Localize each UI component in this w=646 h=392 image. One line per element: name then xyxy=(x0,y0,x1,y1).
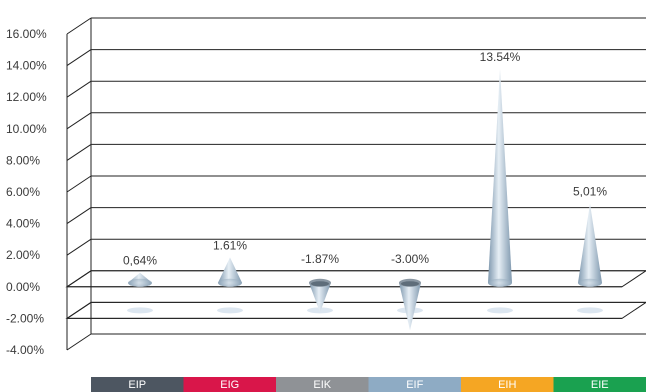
category-swatch xyxy=(461,377,554,392)
category-label: EIH xyxy=(498,379,516,391)
grid-depth-line xyxy=(66,143,92,161)
grid-depth-line xyxy=(66,333,92,351)
cone-base-inner xyxy=(401,281,419,287)
data-label: 0,64% xyxy=(123,254,157,268)
category-label: EIP xyxy=(128,379,146,391)
category-label: EIF xyxy=(406,379,423,391)
category-label: EIK xyxy=(313,379,331,391)
grid-depth-line xyxy=(66,207,92,225)
category-swatch xyxy=(91,377,184,392)
grid-depth-line xyxy=(66,80,92,98)
y-tick-label: 10.00% xyxy=(6,122,47,136)
y-tick-label: -2.00% xyxy=(6,311,44,325)
cone-base xyxy=(578,278,602,287)
cone-mark xyxy=(399,282,421,331)
cone-shadow xyxy=(487,307,513,314)
cone-shadow xyxy=(217,307,243,314)
cone-marks: 0,64% 1.61% -1.87% -3.00% 13.54% 5,01% xyxy=(123,50,607,331)
category-label: EIG xyxy=(220,379,239,391)
cone-base-inner xyxy=(311,281,329,287)
category-bar: EIP EIG EIK EIF EIH EIE xyxy=(91,377,646,392)
y-tick-label: 2.00% xyxy=(6,248,40,262)
cone-shadow xyxy=(577,307,603,314)
grid-depth-line xyxy=(66,17,92,35)
data-label: 1.61% xyxy=(213,238,247,252)
data-label: 5,01% xyxy=(573,185,607,199)
y-tick-label: 8.00% xyxy=(6,153,40,167)
category-swatch xyxy=(368,377,461,392)
category-swatch xyxy=(276,377,369,392)
data-label: -1.87% xyxy=(301,252,339,266)
y-tick-label: 4.00% xyxy=(6,217,40,231)
cone-base xyxy=(218,278,242,287)
grid-depth-line xyxy=(66,238,92,256)
y-tick-label: 14.00% xyxy=(6,59,47,73)
y-tick-label: 16.00% xyxy=(6,27,47,41)
floor-plane xyxy=(65,270,646,288)
grid-depth-line xyxy=(66,175,92,193)
data-label: -3.00% xyxy=(391,252,429,266)
grid-depth-line xyxy=(66,49,92,67)
grid-lines xyxy=(65,17,646,351)
y-tick-label: 0.00% xyxy=(6,280,40,294)
category-label: EIE xyxy=(591,379,609,391)
grid-depth-line xyxy=(66,112,92,130)
y-tick-label: -4.00% xyxy=(6,343,44,357)
data-label: 13.54% xyxy=(480,50,521,64)
category-swatch xyxy=(553,377,646,392)
cone-shadow xyxy=(127,307,153,314)
floor-plane xyxy=(65,301,646,319)
cone-mark xyxy=(488,68,512,287)
y-tick-label: 12.00% xyxy=(6,90,47,104)
category-swatch xyxy=(183,377,276,392)
cone-mark xyxy=(309,282,331,313)
y-axis: -4.00% -2.00% 0.00% 2.00% 4.00% 6.00% 8.00% 10.… xyxy=(6,18,92,357)
cone-base xyxy=(128,278,152,287)
cone-base xyxy=(488,278,512,287)
y-tick-label: 6.00% xyxy=(6,185,40,199)
cone-mark xyxy=(578,203,602,287)
